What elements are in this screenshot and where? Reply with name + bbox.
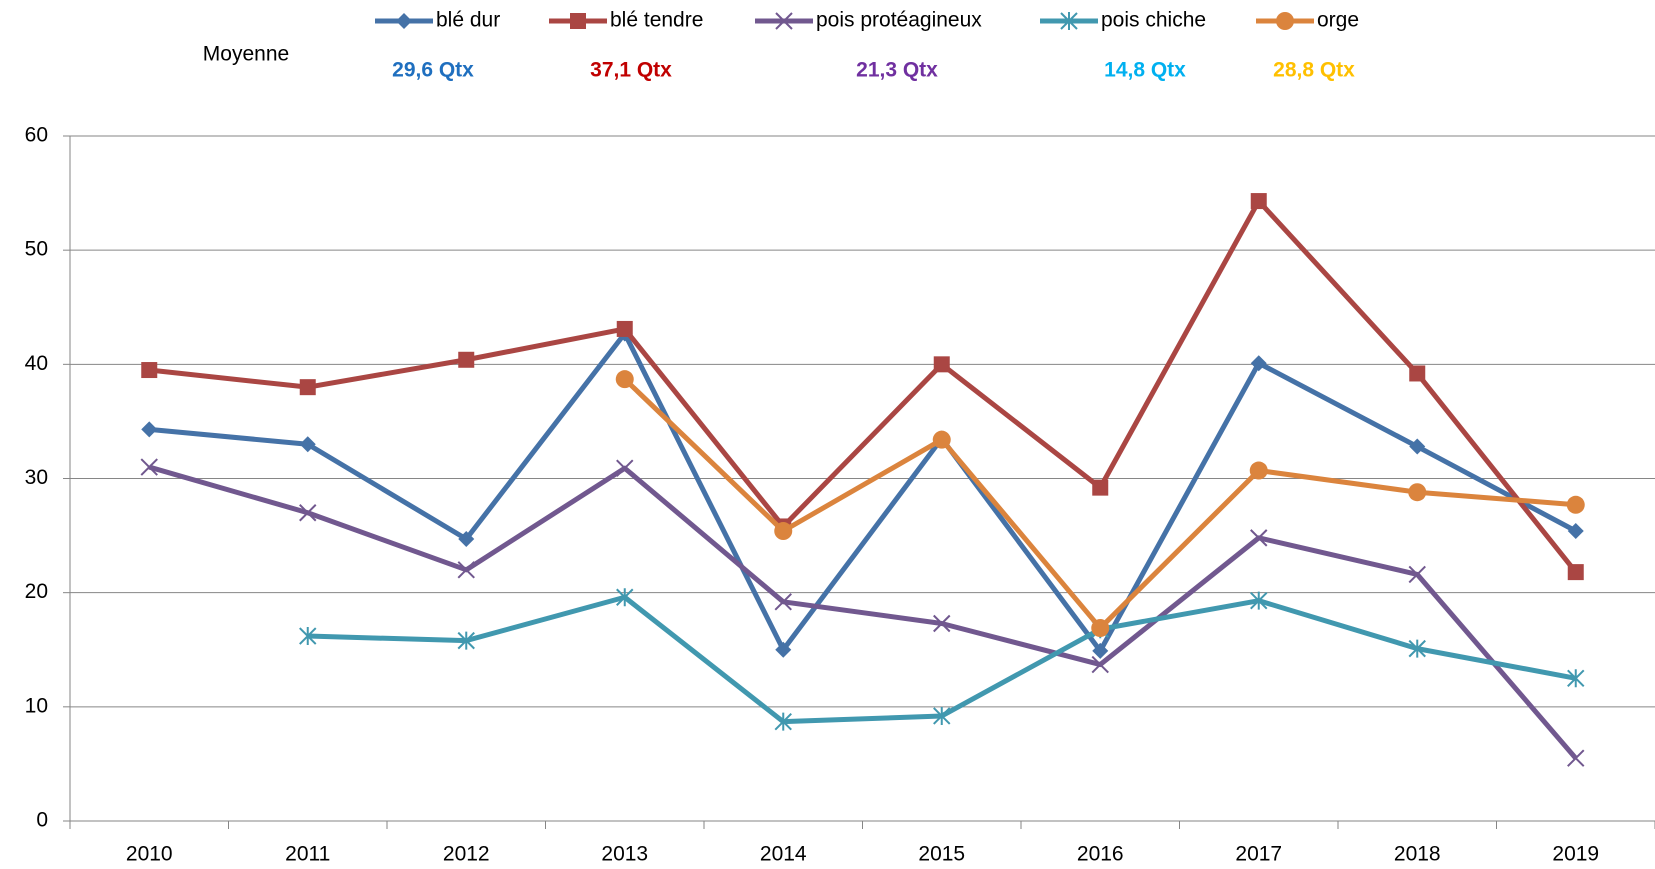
marker xyxy=(140,458,158,476)
marker xyxy=(457,631,475,650)
legend-item: pois chiche xyxy=(1040,9,1206,32)
x-tick-label: 2015 xyxy=(918,843,965,866)
marker xyxy=(299,379,316,396)
legend-item: pois protéagineux xyxy=(755,9,982,32)
x-tick-label: 2018 xyxy=(1394,843,1441,866)
legend-label: pois chiche xyxy=(1101,9,1206,32)
y-tick-label: 30 xyxy=(25,466,48,489)
series xyxy=(141,325,1584,659)
annotation: 37,1 Qtx xyxy=(590,59,672,82)
series xyxy=(140,458,1585,767)
marker xyxy=(1566,495,1585,514)
marker xyxy=(1276,12,1294,30)
marker xyxy=(616,320,633,337)
marker xyxy=(933,706,951,725)
marker xyxy=(1409,365,1426,382)
x-tick-label: 2017 xyxy=(1235,843,1282,866)
marker xyxy=(1567,523,1584,540)
annotation: 28,8 Qtx xyxy=(1273,59,1355,82)
x-tick-label: 2010 xyxy=(126,843,173,866)
marker xyxy=(1250,591,1268,610)
y-tick-label: 0 xyxy=(36,809,48,832)
marker xyxy=(615,370,634,389)
legend-label: blé tendre xyxy=(610,9,703,32)
marker xyxy=(616,588,634,607)
marker xyxy=(396,13,412,29)
marker xyxy=(458,531,475,548)
legend-item: blé tendre xyxy=(549,9,703,32)
marker xyxy=(458,351,475,368)
marker xyxy=(774,593,792,611)
x-tick-label: 2011 xyxy=(285,843,330,866)
marker xyxy=(1249,461,1268,480)
marker xyxy=(1567,564,1584,581)
annotation: Moyenne xyxy=(203,43,289,66)
marker xyxy=(299,504,317,522)
y-tick-label: 60 xyxy=(25,124,48,147)
x-tick-label: 2013 xyxy=(601,843,648,866)
marker xyxy=(1060,12,1078,30)
legend-label: blé dur xyxy=(436,9,500,32)
x-tick-label: 2019 xyxy=(1552,843,1599,866)
series-line xyxy=(148,198,1578,574)
series-line xyxy=(148,464,1578,760)
y-tick-label: 20 xyxy=(25,580,48,603)
marker xyxy=(1091,619,1110,638)
marker xyxy=(1250,529,1268,547)
series xyxy=(141,193,1584,581)
marker xyxy=(1567,749,1585,767)
marker xyxy=(1408,639,1426,658)
marker xyxy=(1092,642,1109,659)
annotation: 21,3 Qtx xyxy=(856,59,938,82)
marker xyxy=(616,459,634,477)
marker xyxy=(775,641,792,658)
marker xyxy=(933,356,950,373)
series-line xyxy=(149,331,1577,654)
marker xyxy=(457,561,475,579)
marker xyxy=(933,614,951,633)
annotation: 29,6 Qtx xyxy=(392,59,474,82)
annotation: 14,8 Qtx xyxy=(1104,59,1186,82)
x-tick-label: 2016 xyxy=(1077,843,1124,866)
marker xyxy=(932,430,951,449)
marker xyxy=(141,421,158,438)
marker xyxy=(299,436,316,453)
legend-item: orge xyxy=(1256,9,1359,32)
x-tick-label: 2014 xyxy=(760,843,807,866)
x-tick-label: 2012 xyxy=(443,843,490,866)
marker xyxy=(775,12,793,30)
marker xyxy=(1408,565,1426,584)
series-line xyxy=(307,594,1577,725)
series xyxy=(615,370,1585,638)
legend-item: blé dur xyxy=(375,9,500,32)
marker xyxy=(1250,193,1267,210)
y-tick-label: 40 xyxy=(25,352,48,375)
marker xyxy=(570,13,586,29)
series xyxy=(299,588,1585,731)
marker xyxy=(141,362,158,379)
marker xyxy=(1250,355,1267,372)
marker xyxy=(1409,438,1426,455)
y-tick-label: 10 xyxy=(25,694,48,717)
legend-label: pois protéagineux xyxy=(816,9,982,32)
marker xyxy=(1567,669,1585,688)
marker xyxy=(1092,479,1109,496)
marker xyxy=(1091,655,1109,674)
y-tick-label: 50 xyxy=(25,238,48,261)
marker xyxy=(774,712,792,731)
marker xyxy=(299,627,317,646)
marker xyxy=(774,522,793,541)
marker xyxy=(1408,483,1427,502)
legend-label: orge xyxy=(1317,9,1359,32)
